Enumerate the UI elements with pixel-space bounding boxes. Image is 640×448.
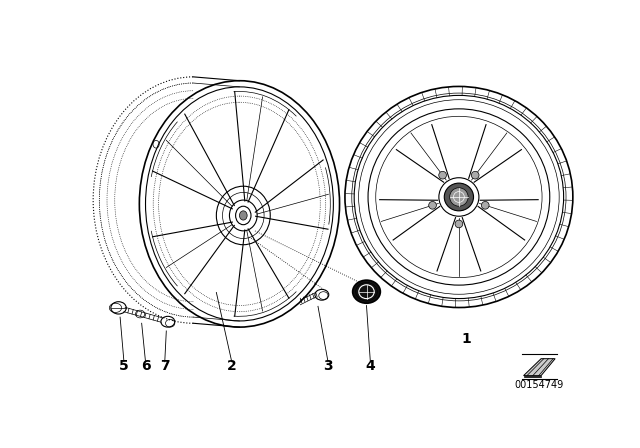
Ellipse shape — [450, 188, 468, 206]
Wedge shape — [367, 292, 373, 299]
Ellipse shape — [439, 171, 447, 179]
Text: 4: 4 — [365, 358, 375, 373]
Ellipse shape — [429, 202, 436, 209]
Wedge shape — [367, 285, 373, 292]
Text: 1: 1 — [461, 332, 472, 346]
Text: 3: 3 — [323, 358, 333, 373]
Ellipse shape — [239, 211, 247, 220]
Text: 2: 2 — [227, 358, 237, 373]
Ellipse shape — [455, 220, 463, 228]
Polygon shape — [524, 359, 555, 375]
Polygon shape — [524, 375, 541, 377]
Text: 6: 6 — [141, 358, 150, 373]
Wedge shape — [360, 285, 367, 292]
Ellipse shape — [481, 202, 489, 209]
Ellipse shape — [471, 171, 479, 179]
Ellipse shape — [444, 183, 474, 211]
Wedge shape — [360, 292, 367, 299]
Ellipse shape — [353, 280, 380, 303]
Text: 5: 5 — [119, 358, 129, 373]
Text: 7: 7 — [160, 358, 170, 373]
Text: 00154749: 00154749 — [515, 380, 564, 390]
